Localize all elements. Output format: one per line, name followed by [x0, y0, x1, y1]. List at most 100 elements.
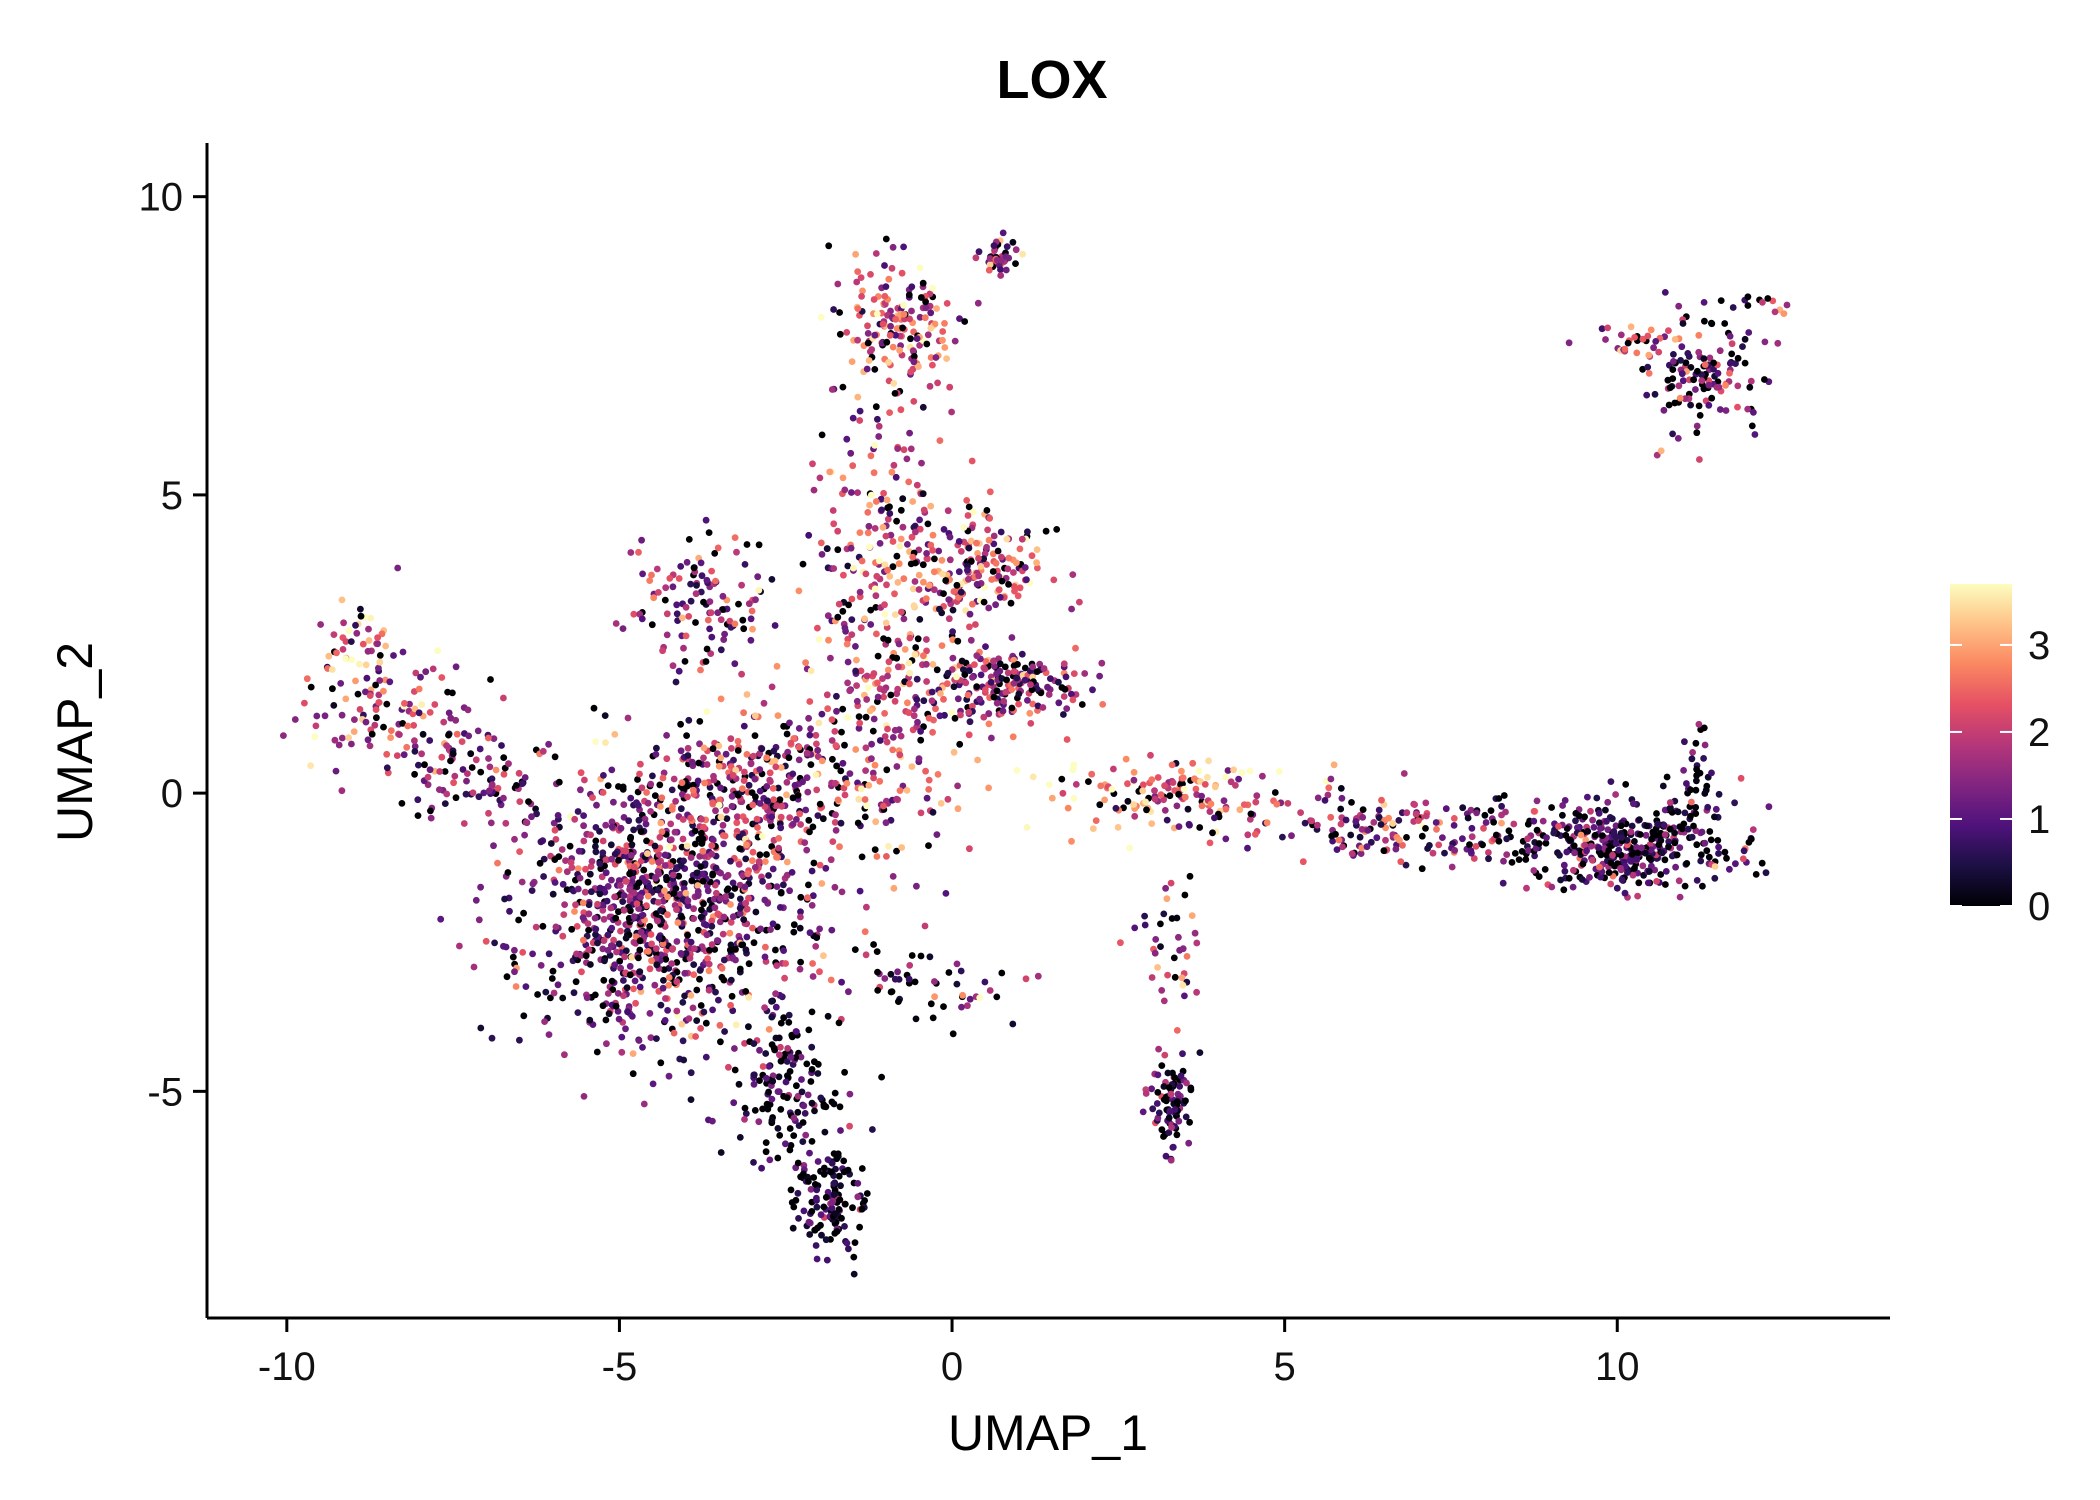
cell-point: [592, 925, 600, 933]
cell-point: [866, 707, 874, 715]
cell-point: [687, 1069, 695, 1077]
cell-point: [444, 688, 451, 696]
cell-point: [817, 1211, 825, 1219]
cell-point: [959, 991, 966, 999]
cell-point: [876, 777, 884, 785]
cell-point: [805, 1178, 812, 1185]
cell-point: [929, 728, 936, 736]
cell-point: [1160, 997, 1168, 1005]
cell-point: [1222, 805, 1230, 813]
cell-point: [307, 762, 314, 770]
cell-point: [592, 843, 599, 850]
cell-point: [1530, 867, 1538, 874]
cell-point: [1160, 910, 1168, 918]
cell-point: [690, 905, 697, 913]
cell-point: [829, 507, 837, 514]
scatter-points: [280, 229, 1791, 1278]
cell-point: [1363, 843, 1371, 851]
cell-point: [1596, 863, 1603, 871]
cell-point: [914, 718, 921, 726]
cell-point: [814, 753, 822, 760]
cell-point: [571, 815, 579, 823]
cell-point: [798, 1088, 806, 1096]
cell-point: [844, 635, 852, 643]
cell-point: [948, 709, 956, 717]
cell-point: [365, 637, 373, 644]
cell-point: [1734, 354, 1742, 362]
cell-point: [467, 750, 475, 758]
cell-point: [1651, 390, 1659, 398]
cell-point: [916, 616, 924, 623]
cell-point: [1153, 1100, 1161, 1107]
cell-point: [892, 331, 899, 339]
cell-point: [689, 781, 697, 789]
cell-point: [808, 1008, 816, 1016]
cell-point: [617, 824, 625, 832]
cell-point: [1279, 833, 1286, 841]
cell-point: [558, 846, 566, 853]
cell-point: [438, 753, 446, 761]
cell-point: [753, 815, 761, 823]
cell-point: [856, 529, 864, 536]
cell-point: [656, 833, 664, 841]
cell-point: [1157, 791, 1165, 799]
cell-point: [878, 506, 885, 514]
cell-point: [896, 346, 903, 354]
cell-point: [664, 893, 671, 901]
cell-point: [710, 818, 717, 826]
cell-point: [919, 279, 927, 287]
cell-point: [884, 725, 891, 733]
cell-point: [1660, 406, 1668, 414]
cell-point: [905, 291, 913, 299]
cell-point: [816, 861, 824, 869]
cell-point: [660, 769, 668, 777]
cell-point: [1063, 705, 1071, 712]
cell-point: [985, 266, 993, 274]
cell-point: [1714, 369, 1722, 377]
cell-point: [964, 566, 971, 574]
cell-point: [893, 795, 900, 803]
cell-point: [1721, 848, 1729, 856]
cell-point: [1741, 335, 1749, 343]
cell-point: [813, 1186, 821, 1194]
cell-point: [1166, 1107, 1174, 1115]
cell-point: [751, 712, 759, 720]
cell-point: [719, 832, 727, 839]
cell-point: [839, 607, 847, 615]
cell-point: [812, 731, 820, 739]
y-tick-label: 0: [161, 772, 183, 816]
cell-point: [671, 828, 679, 836]
cell-point: [727, 941, 735, 949]
cell-point: [735, 833, 743, 841]
cell-point: [754, 824, 761, 831]
cell-point: [1439, 834, 1446, 841]
cell-point: [1621, 345, 1629, 353]
cell-point: [731, 1045, 738, 1052]
cell-point: [485, 755, 492, 762]
cell-point: [1728, 350, 1736, 358]
cell-point: [764, 1105, 772, 1113]
cell-point: [751, 775, 759, 783]
cell-point: [635, 1037, 643, 1044]
cell-point: [374, 634, 381, 641]
cell-point: [920, 506, 928, 514]
cell-point: [707, 609, 715, 617]
cell-point: [628, 1012, 636, 1020]
cell-point: [824, 1012, 832, 1020]
cell-point: [904, 699, 911, 707]
cell-point: [612, 914, 620, 922]
cell-point: [406, 700, 413, 708]
cell-point: [861, 928, 869, 936]
cell-point: [657, 907, 664, 914]
cell-point: [963, 497, 971, 504]
cell-point: [964, 512, 972, 519]
cell-point: [822, 1236, 830, 1244]
cell-point: [1424, 845, 1431, 852]
cell-point: [830, 306, 837, 313]
cell-point: [690, 915, 698, 922]
cell-point: [911, 705, 918, 713]
cell-point: [1511, 850, 1519, 857]
cell-point: [1589, 816, 1596, 824]
cell-point: [415, 685, 423, 693]
cell-point: [1085, 778, 1092, 785]
